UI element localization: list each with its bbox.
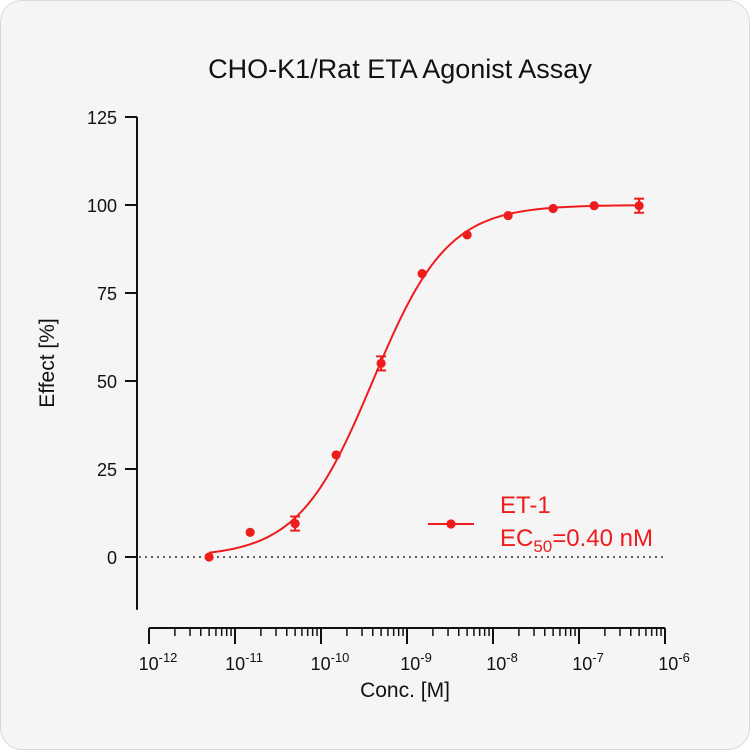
- data-point: [417, 269, 427, 279]
- data-point: [634, 201, 644, 211]
- legend-ec50: EC50=0.40 nM: [500, 525, 653, 556]
- x-tick-label: 10-10: [311, 650, 350, 674]
- legend-series-name: ET-1: [500, 492, 551, 519]
- y-axis-label: Effect [%]: [36, 318, 59, 408]
- y-tick-label: 25: [97, 460, 117, 480]
- data-point: [376, 358, 386, 368]
- data-point: [548, 203, 558, 214]
- x-tick-label: 10-8: [486, 650, 518, 674]
- x-axis-label: Conc. [M]: [360, 679, 450, 702]
- y-tick-label: 125: [87, 108, 117, 128]
- data-point: [503, 210, 513, 221]
- data-point: [331, 450, 341, 460]
- chart-title: CHO-K1/Rat ETA Agonist Assay: [208, 54, 592, 84]
- y-tick-label: 50: [97, 372, 117, 392]
- legend: ET-1 EC50=0.40 nM: [428, 492, 653, 556]
- data-point: [290, 518, 300, 529]
- fit-curve: [208, 204, 640, 554]
- legend-marker: [446, 519, 456, 529]
- x-tick-label: 10-9: [400, 650, 432, 674]
- y-tick-label: 75: [97, 284, 117, 304]
- axes: 0 25 50 75 100 125 10-12 10-11 10-10 10-9 10-8 10-7…: [87, 108, 690, 674]
- x-tick-label: 10-6: [658, 650, 690, 674]
- y-tick-label: 0: [107, 548, 117, 568]
- data-point: [245, 527, 255, 537]
- data-point: [204, 552, 214, 562]
- x-tick-label: 10-12: [139, 650, 178, 674]
- plot-area: [139, 197, 665, 562]
- data-point: [589, 201, 599, 211]
- y-tick-label: 100: [87, 196, 117, 216]
- x-tick-label: 10-7: [572, 650, 604, 674]
- data-point: [462, 230, 472, 240]
- x-tick-label: 10-11: [225, 650, 263, 674]
